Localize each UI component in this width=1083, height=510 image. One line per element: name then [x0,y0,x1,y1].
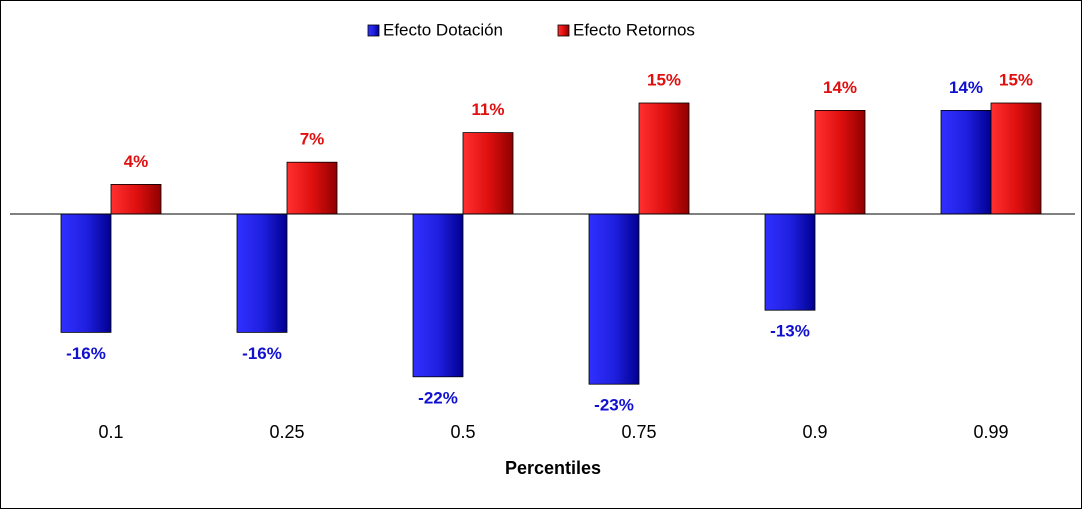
value-label: -13% [770,322,810,341]
bar [814,110,866,215]
bar [990,102,1042,215]
bar [110,183,162,215]
value-label: 15% [647,70,681,89]
legend-label: Efecto Retornos [573,20,695,39]
bar [462,132,514,215]
value-label: -23% [594,396,634,415]
x-tick-label: 0.25 [269,422,304,442]
value-label: 14% [823,78,857,97]
bar [764,213,816,311]
bar [236,213,288,333]
legend-label: Efecto Dotación [383,20,503,39]
bar [588,213,640,385]
value-label: 14% [949,78,983,97]
x-tick-label: 0.9 [802,422,827,442]
bar [60,213,112,333]
bar [286,161,338,215]
x-axis-label: Percentiles [505,458,601,478]
value-label: -16% [242,344,282,363]
value-label: 11% [471,100,504,119]
value-label: 15% [999,70,1033,89]
value-label: 4% [124,152,149,171]
value-label: -22% [418,388,458,407]
x-tick-label: 0.1 [98,422,123,442]
bar [940,110,992,215]
x-tick-label: 0.99 [973,422,1008,442]
bar [412,213,464,378]
value-label: -16% [66,344,106,363]
legend-swatch [557,24,570,37]
value-label: 7% [300,130,325,149]
legend-swatch [367,24,380,37]
x-tick-label: 0.75 [621,422,656,442]
x-tick-label: 0.5 [450,422,475,442]
bar [638,102,690,215]
